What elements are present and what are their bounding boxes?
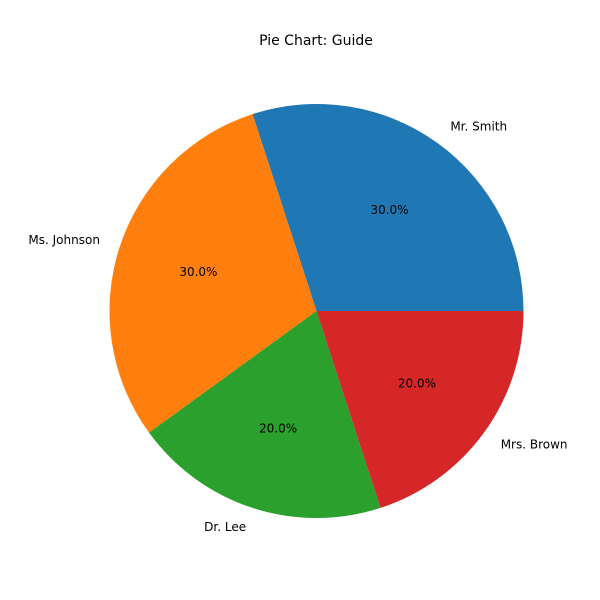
pie-labels: Mr. Smith 30.0% Ms. Johnson 30.0% Dr. Lee 20.… <box>28 119 567 534</box>
slice-label-dr-lee: Dr. Lee <box>204 520 246 534</box>
slice-label-mr-smith: Mr. Smith <box>450 119 507 133</box>
pie-slice-mr-smith <box>252 104 524 311</box>
slice-label-mrs-brown: Mrs. Brown <box>501 437 568 451</box>
pie-slice-dr-lee <box>149 311 381 518</box>
slice-percent-mr-smith: 30.0% <box>370 203 408 217</box>
slice-label-ms-johnson: Ms. Johnson <box>28 233 100 247</box>
pie-slice-ms-johnson <box>109 114 317 433</box>
slice-percent-mrs-brown: 20.0% <box>398 377 436 391</box>
pie-slices <box>109 104 524 518</box>
slice-percent-ms-johnson: 30.0% <box>179 265 217 279</box>
chart-title: Pie Chart: Guide <box>259 33 373 49</box>
pie-slice-mrs-brown <box>316 311 524 508</box>
slice-percent-dr-lee: 20.0% <box>259 422 297 436</box>
